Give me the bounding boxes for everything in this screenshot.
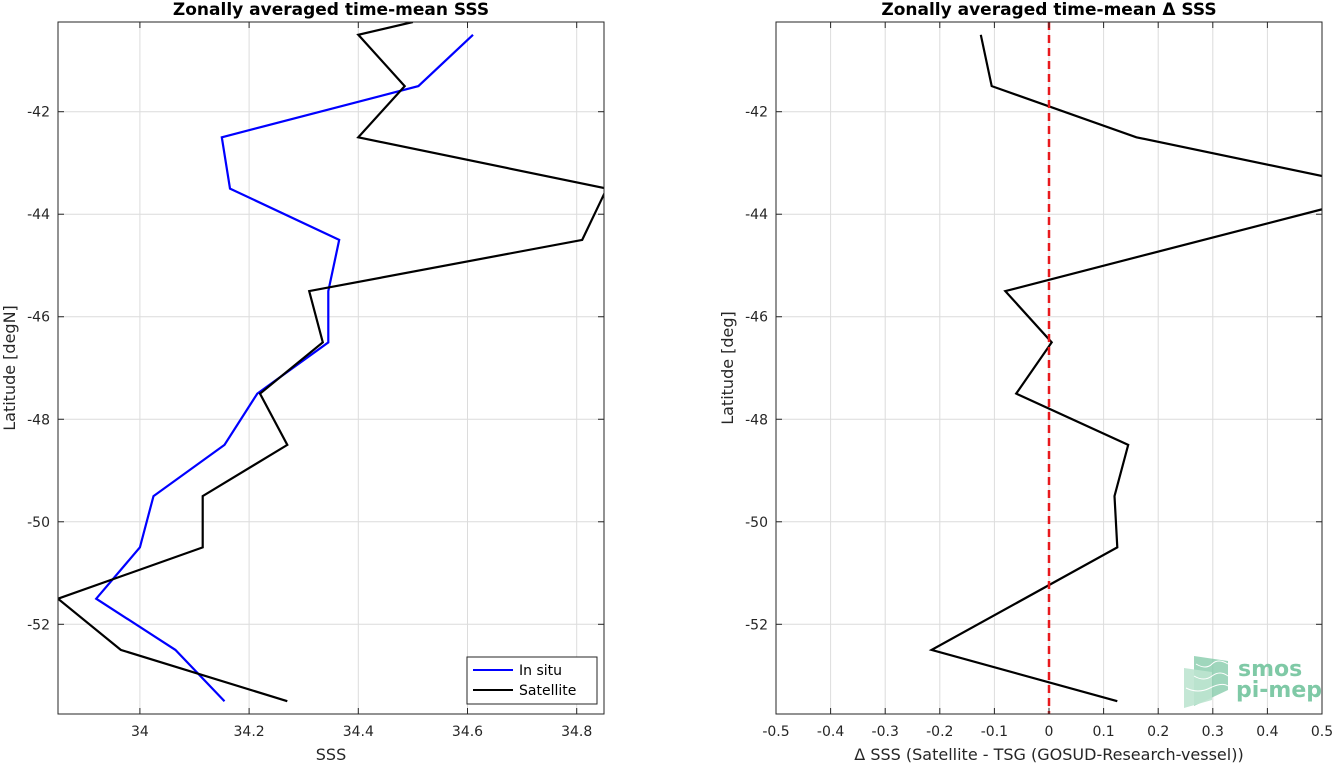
x-tick-label: -0.1 <box>981 724 1008 740</box>
chart-sss: 34 34.2 34.4 34.6 34.8 -42 -44 -46 -48 -50 -52 Zon… <box>0 0 605 764</box>
smos-pi-mep-logo: smos pi-mep <box>1184 656 1322 708</box>
x-tick-label: 34.8 <box>561 724 592 740</box>
x-axis-label-sss: SSS <box>316 745 346 764</box>
y-tick-label: -52 <box>745 617 768 633</box>
x-tick-label: -0.3 <box>872 724 899 740</box>
y-tick-label: -46 <box>27 310 50 326</box>
logo-text-smos: smos <box>1238 657 1302 682</box>
y-tick-label: -42 <box>27 105 50 121</box>
x-tick-label: 0.2 <box>1147 724 1169 740</box>
y-tick-label: -42 <box>745 105 768 121</box>
x-tick-label: 34.6 <box>452 724 483 740</box>
x-tick-label: -0.4 <box>817 724 844 740</box>
x-tick-label: -0.2 <box>926 724 953 740</box>
x-tick-label: 0.1 <box>1092 724 1114 740</box>
plot-area-sss <box>58 22 604 714</box>
ticks-delta-sss: -0.5 -0.4 -0.3 -0.2 -0.1 0 0.1 0.2 0.3 0.4 0.5 -42 -… <box>745 22 1333 740</box>
y-tick-label: -50 <box>745 515 768 531</box>
ticks-sss: 34 34.2 34.4 34.6 34.8 -42 -44 -46 -48 -50 -52 <box>27 22 604 740</box>
series-group-delta-sss <box>928 22 1322 714</box>
y-tick-label: -50 <box>27 515 50 531</box>
y-axis-label-delta-sss: Latitude [deg] <box>718 311 737 425</box>
legend-label-in-situ: In situ <box>519 663 562 679</box>
y-tick-label: -48 <box>745 412 768 428</box>
chart-delta-sss: -0.5 -0.4 -0.3 -0.2 -0.1 0 0.1 0.2 0.3 0.4 0.5 -42 -… <box>718 0 1333 764</box>
x-tick-label: 0.5 <box>1311 724 1333 740</box>
x-tick-label: 0.4 <box>1256 724 1278 740</box>
legend-sss: In situ Satellite <box>466 656 598 705</box>
logo-waves-icon <box>1184 656 1229 708</box>
x-axis-label-delta-sss: Δ SSS (Satellite - TSG (GOSUD-Research-v… <box>854 745 1243 764</box>
y-tick-label: -52 <box>27 617 50 633</box>
series-group-sss <box>58 22 604 703</box>
legend-label-satellite: Satellite <box>519 683 576 699</box>
x-tick-label: 34.4 <box>343 724 374 740</box>
chart-title-sss: Zonally averaged time-mean SSS <box>173 0 489 20</box>
x-tick-label: 34 <box>131 724 149 740</box>
y-tick-label: -48 <box>27 412 50 428</box>
x-tick-label: -0.5 <box>762 724 789 740</box>
x-tick-label: 34.2 <box>234 724 265 740</box>
series-line-satellite <box>58 22 604 703</box>
series-line-series-0 <box>928 34 1322 703</box>
y-tick-label: -44 <box>745 207 768 223</box>
legend-box <box>466 656 598 705</box>
axes-box-sss <box>57 21 605 715</box>
y-tick-label: -44 <box>27 207 50 223</box>
x-tick-label: 0 <box>1045 724 1054 740</box>
logo-text-pi-mep: pi-mep <box>1236 678 1322 703</box>
y-axis-label-sss: Latitude [degN] <box>0 305 19 431</box>
chart-title-delta-sss: Zonally averaged time-mean Δ SSS <box>881 0 1216 20</box>
x-tick-label: 0.3 <box>1202 724 1224 740</box>
y-tick-label: -46 <box>745 310 768 326</box>
